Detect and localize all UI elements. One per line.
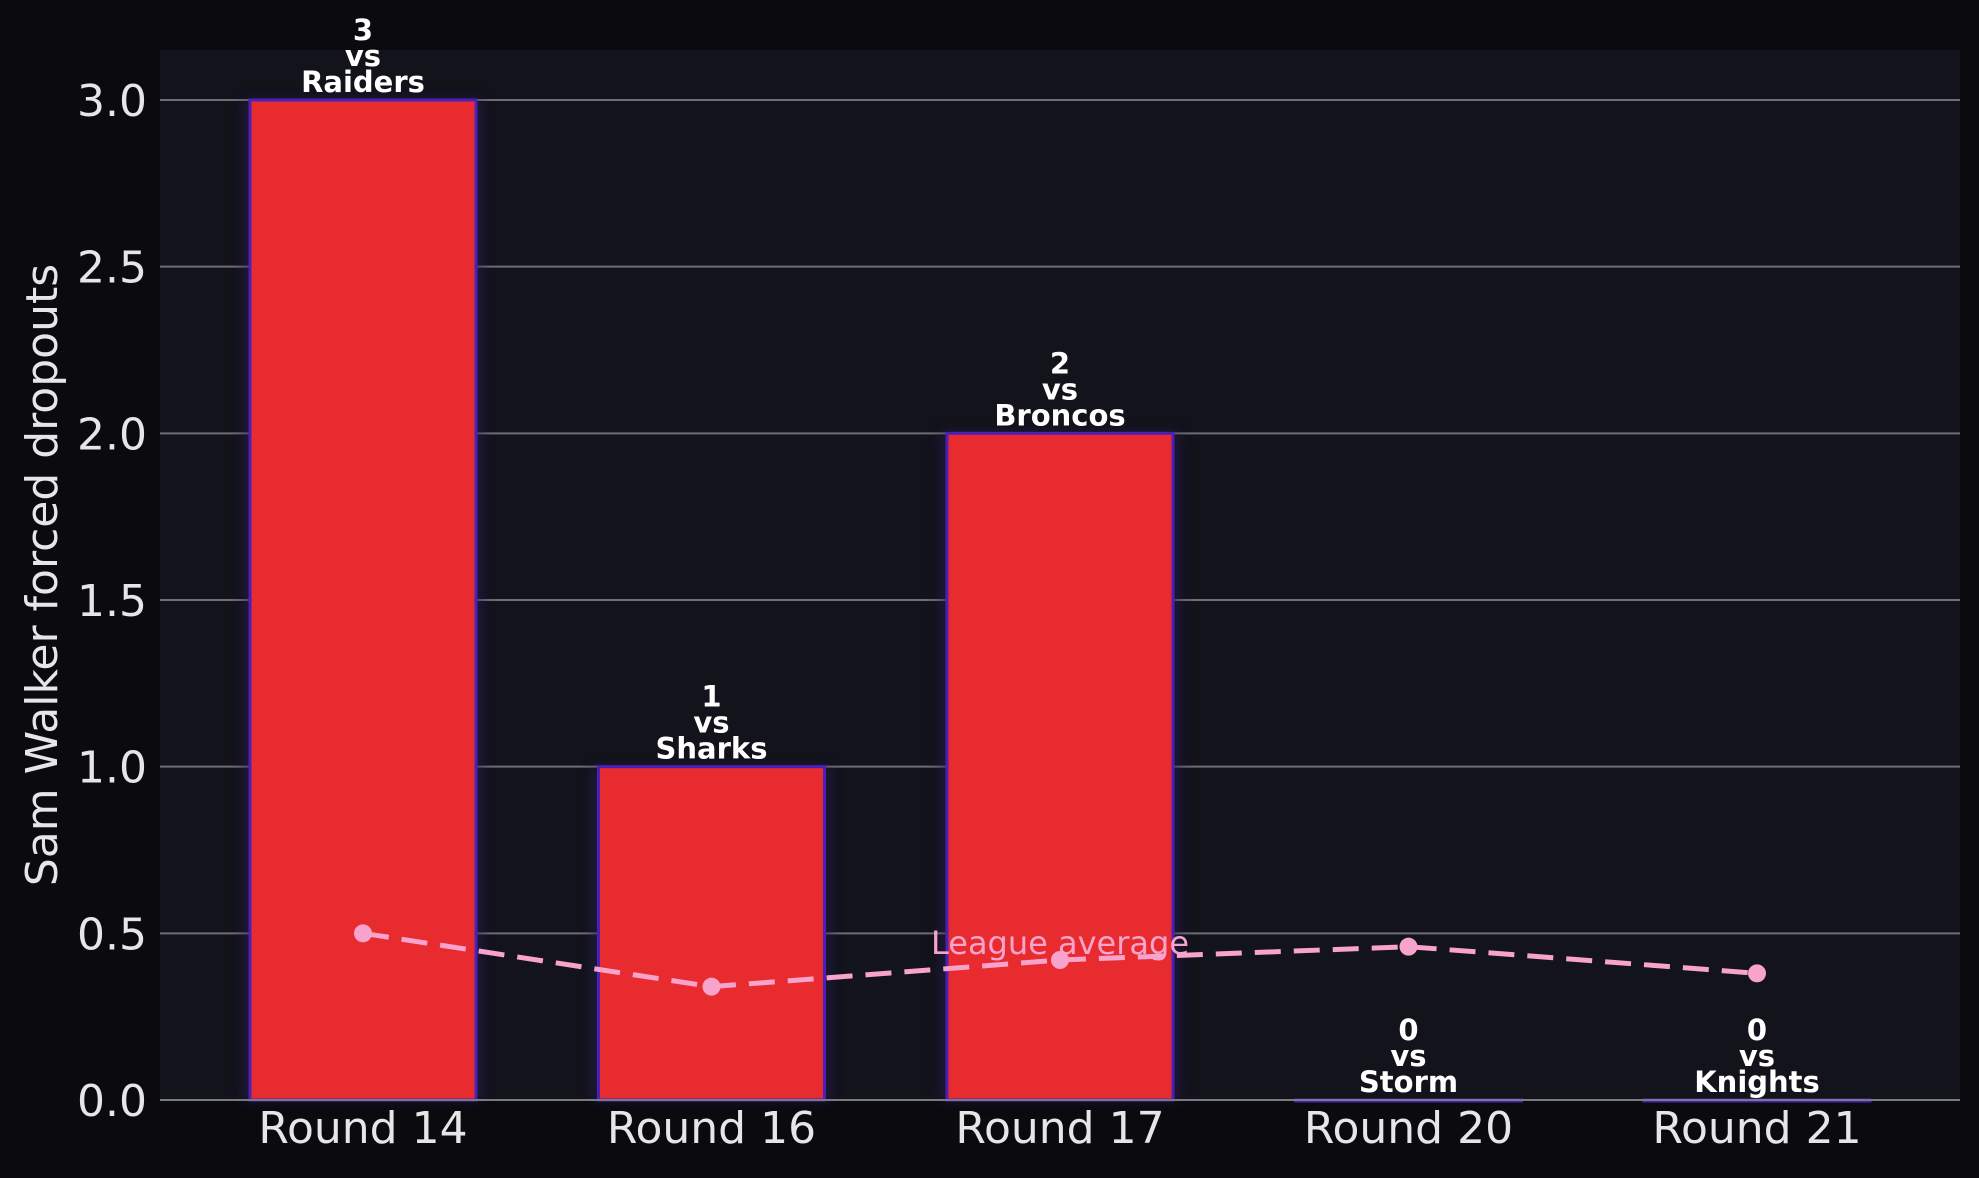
league-average-label: League average <box>931 924 1189 962</box>
y-tick-label: 2.0 <box>77 409 147 460</box>
data-label: 1 vs Sharks <box>656 680 768 766</box>
y-tick-label: 2.5 <box>77 243 147 294</box>
data-label: 0 vs Storm <box>1359 1013 1458 1099</box>
x-tick-label: Round 16 <box>607 1103 816 1154</box>
y-tick-label: 3.0 <box>77 76 147 127</box>
league-average-point <box>1399 937 1418 956</box>
data-label: 0 vs Knights <box>1694 1013 1820 1099</box>
x-axis-ticks: Round 14 Round 16 Round 17 Round 20 Round 21 <box>258 1103 1861 1154</box>
y-tick-label: 0.0 <box>77 1076 147 1127</box>
y-axis-label: Sam Walker forced dropouts <box>17 264 68 886</box>
x-tick-label: Round 21 <box>1652 1103 1861 1154</box>
x-tick-label: Round 17 <box>955 1103 1164 1154</box>
x-tick-label: Round 14 <box>258 1103 467 1154</box>
league-average-point <box>1051 951 1069 969</box>
x-tick-label: Round 20 <box>1304 1103 1513 1154</box>
bar <box>945 431 1175 1102</box>
y-axis-ticks: 0.0 0.5 1.0 1.5 2.0 2.5 3.0 <box>77 76 147 1127</box>
y-tick-label: 1.0 <box>77 743 147 794</box>
data-label: 3 vs Raiders <box>301 13 425 99</box>
league-average-point <box>702 977 721 996</box>
data-labels: 3 vs Raiders 1 vs Sharks 2 vs Broncos 0 vs Storm 0 vs… <box>301 13 1820 1099</box>
league-average-point <box>1748 964 1766 983</box>
y-tick-label: 0.5 <box>77 909 147 960</box>
league-average-line: League average <box>354 924 1766 996</box>
data-label: 2 vs Broncos <box>994 346 1125 432</box>
bar <box>248 98 478 1102</box>
bar <box>597 765 826 1102</box>
y-tick-label: 1.5 <box>77 576 147 627</box>
league-average-point <box>354 924 372 943</box>
